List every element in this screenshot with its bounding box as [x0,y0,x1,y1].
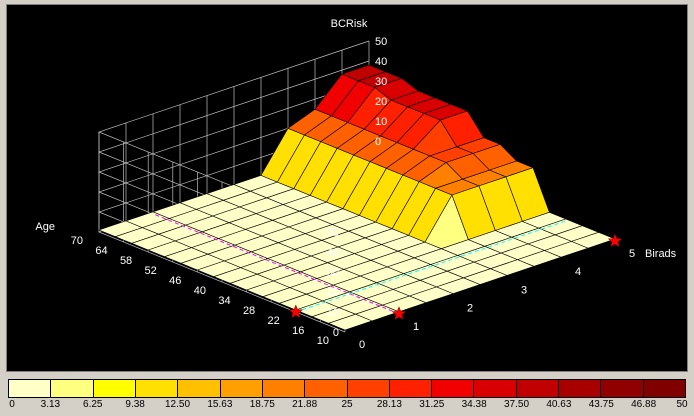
legend-swatch [135,380,179,397]
legend-tick-label: 12.50 [164,399,191,410]
age-tick-label: 28 [243,305,255,317]
legend-tick-label: 28.13 [376,399,402,410]
birads-tick-label: 1 [413,321,419,333]
z-tick-label-right: 40 [375,56,387,68]
legend-swatch [220,380,263,397]
selection-marker [391,306,407,321]
legend-swatch [516,380,560,397]
z-tick-label-left: 0 [333,327,339,339]
birads-tick-label: 0 [359,339,365,351]
age-tick-label: 46 [169,275,181,287]
age-tick-label: 64 [95,245,107,257]
z-tick-label-right: 30 [375,76,387,88]
birads-tick-label: 3 [521,284,527,296]
selection-markers [288,233,623,321]
legend-tick-label: 6.25 [83,399,103,410]
trace-lines [152,213,566,315]
birads-axis-label: Birads [645,248,677,260]
risk-surface [98,64,616,331]
z-tick-label-left: 10 [327,307,339,319]
legend-tick-labels: 0 3.13 6.25 9.38 12.50 15.63 18.75 21.88 25 28.13… [0,399,694,415]
age-tick-label: 40 [194,285,206,297]
z-tick-label-left: 20 [327,287,339,299]
legend-swatch [9,380,52,397]
z-tick-label-left: 40 [327,247,339,259]
legend-tick-label: 50 [676,399,688,410]
legend-swatch [51,380,94,397]
z-tick-label-right: 10 [375,116,387,128]
legend-tick-label: 37.50 [503,399,530,410]
age-tick-label: 10 [317,335,329,347]
color-scale-legend [8,379,686,398]
age-tick-label: 52 [145,265,157,277]
age-tick-label: 22 [268,315,280,327]
legend-tick-label: 31.25 [419,399,445,410]
birads-tick-label: 4 [575,266,581,278]
age-tick-label: 16 [292,325,304,337]
z-tick-label-left: 30 [327,267,339,279]
chart-title: BCRisk [331,18,368,30]
age-tick-label: 58 [120,255,132,267]
plot-panel[interactable]: BCRisk 70 64 58 52 46 40 34 28 22 16 10 Age 0 1 2 3 4 5 Bir… [6,4,688,372]
surface-cell [570,231,616,249]
legend-tick-label: 0 [9,399,15,410]
z-tick-label-left: 50 [327,227,339,239]
legend-swatch [559,380,602,397]
birads-tick-label: 2 [467,303,473,315]
legend-swatch [601,380,644,397]
legend-swatch [262,380,306,397]
legend-tick-label: 46.88 [631,399,657,410]
legend-swatch [305,380,348,397]
legend-tick-label: 34.38 [461,399,487,410]
legend-tick-label: 43.75 [588,399,614,410]
z-tick-label-right: 50 [375,36,387,48]
birads-tick-label: 5 [629,248,635,260]
selection-marker [288,304,304,319]
legend-tick-label: 21.88 [292,399,318,410]
legend-tick-label: 18.75 [249,399,275,410]
age-trace-line [295,220,566,313]
legend-swatch [474,380,517,397]
legend-tick-label: 3.13 [40,399,61,410]
legend-tick-label: 25 [341,399,353,410]
legend-swatch [432,380,475,397]
age-tick-label: 70 [71,235,83,247]
age-axis-label: Age [35,221,55,233]
legend-swatch [93,380,136,397]
z-tick-label-right: 0 [375,136,381,148]
selection-marker [607,233,623,248]
legend-swatch [389,380,433,397]
birads-trace-line [152,213,400,315]
legend-tick-label: 9.38 [125,399,145,410]
legend-tick-label: 15.63 [207,399,233,410]
legend-swatch [178,380,221,397]
legend-tick-label: 40.63 [546,399,572,410]
legend-swatch [347,380,390,397]
legend-swatch [643,380,685,397]
z-tick-label-right: 20 [375,96,387,108]
age-tick-label: 34 [218,295,230,307]
